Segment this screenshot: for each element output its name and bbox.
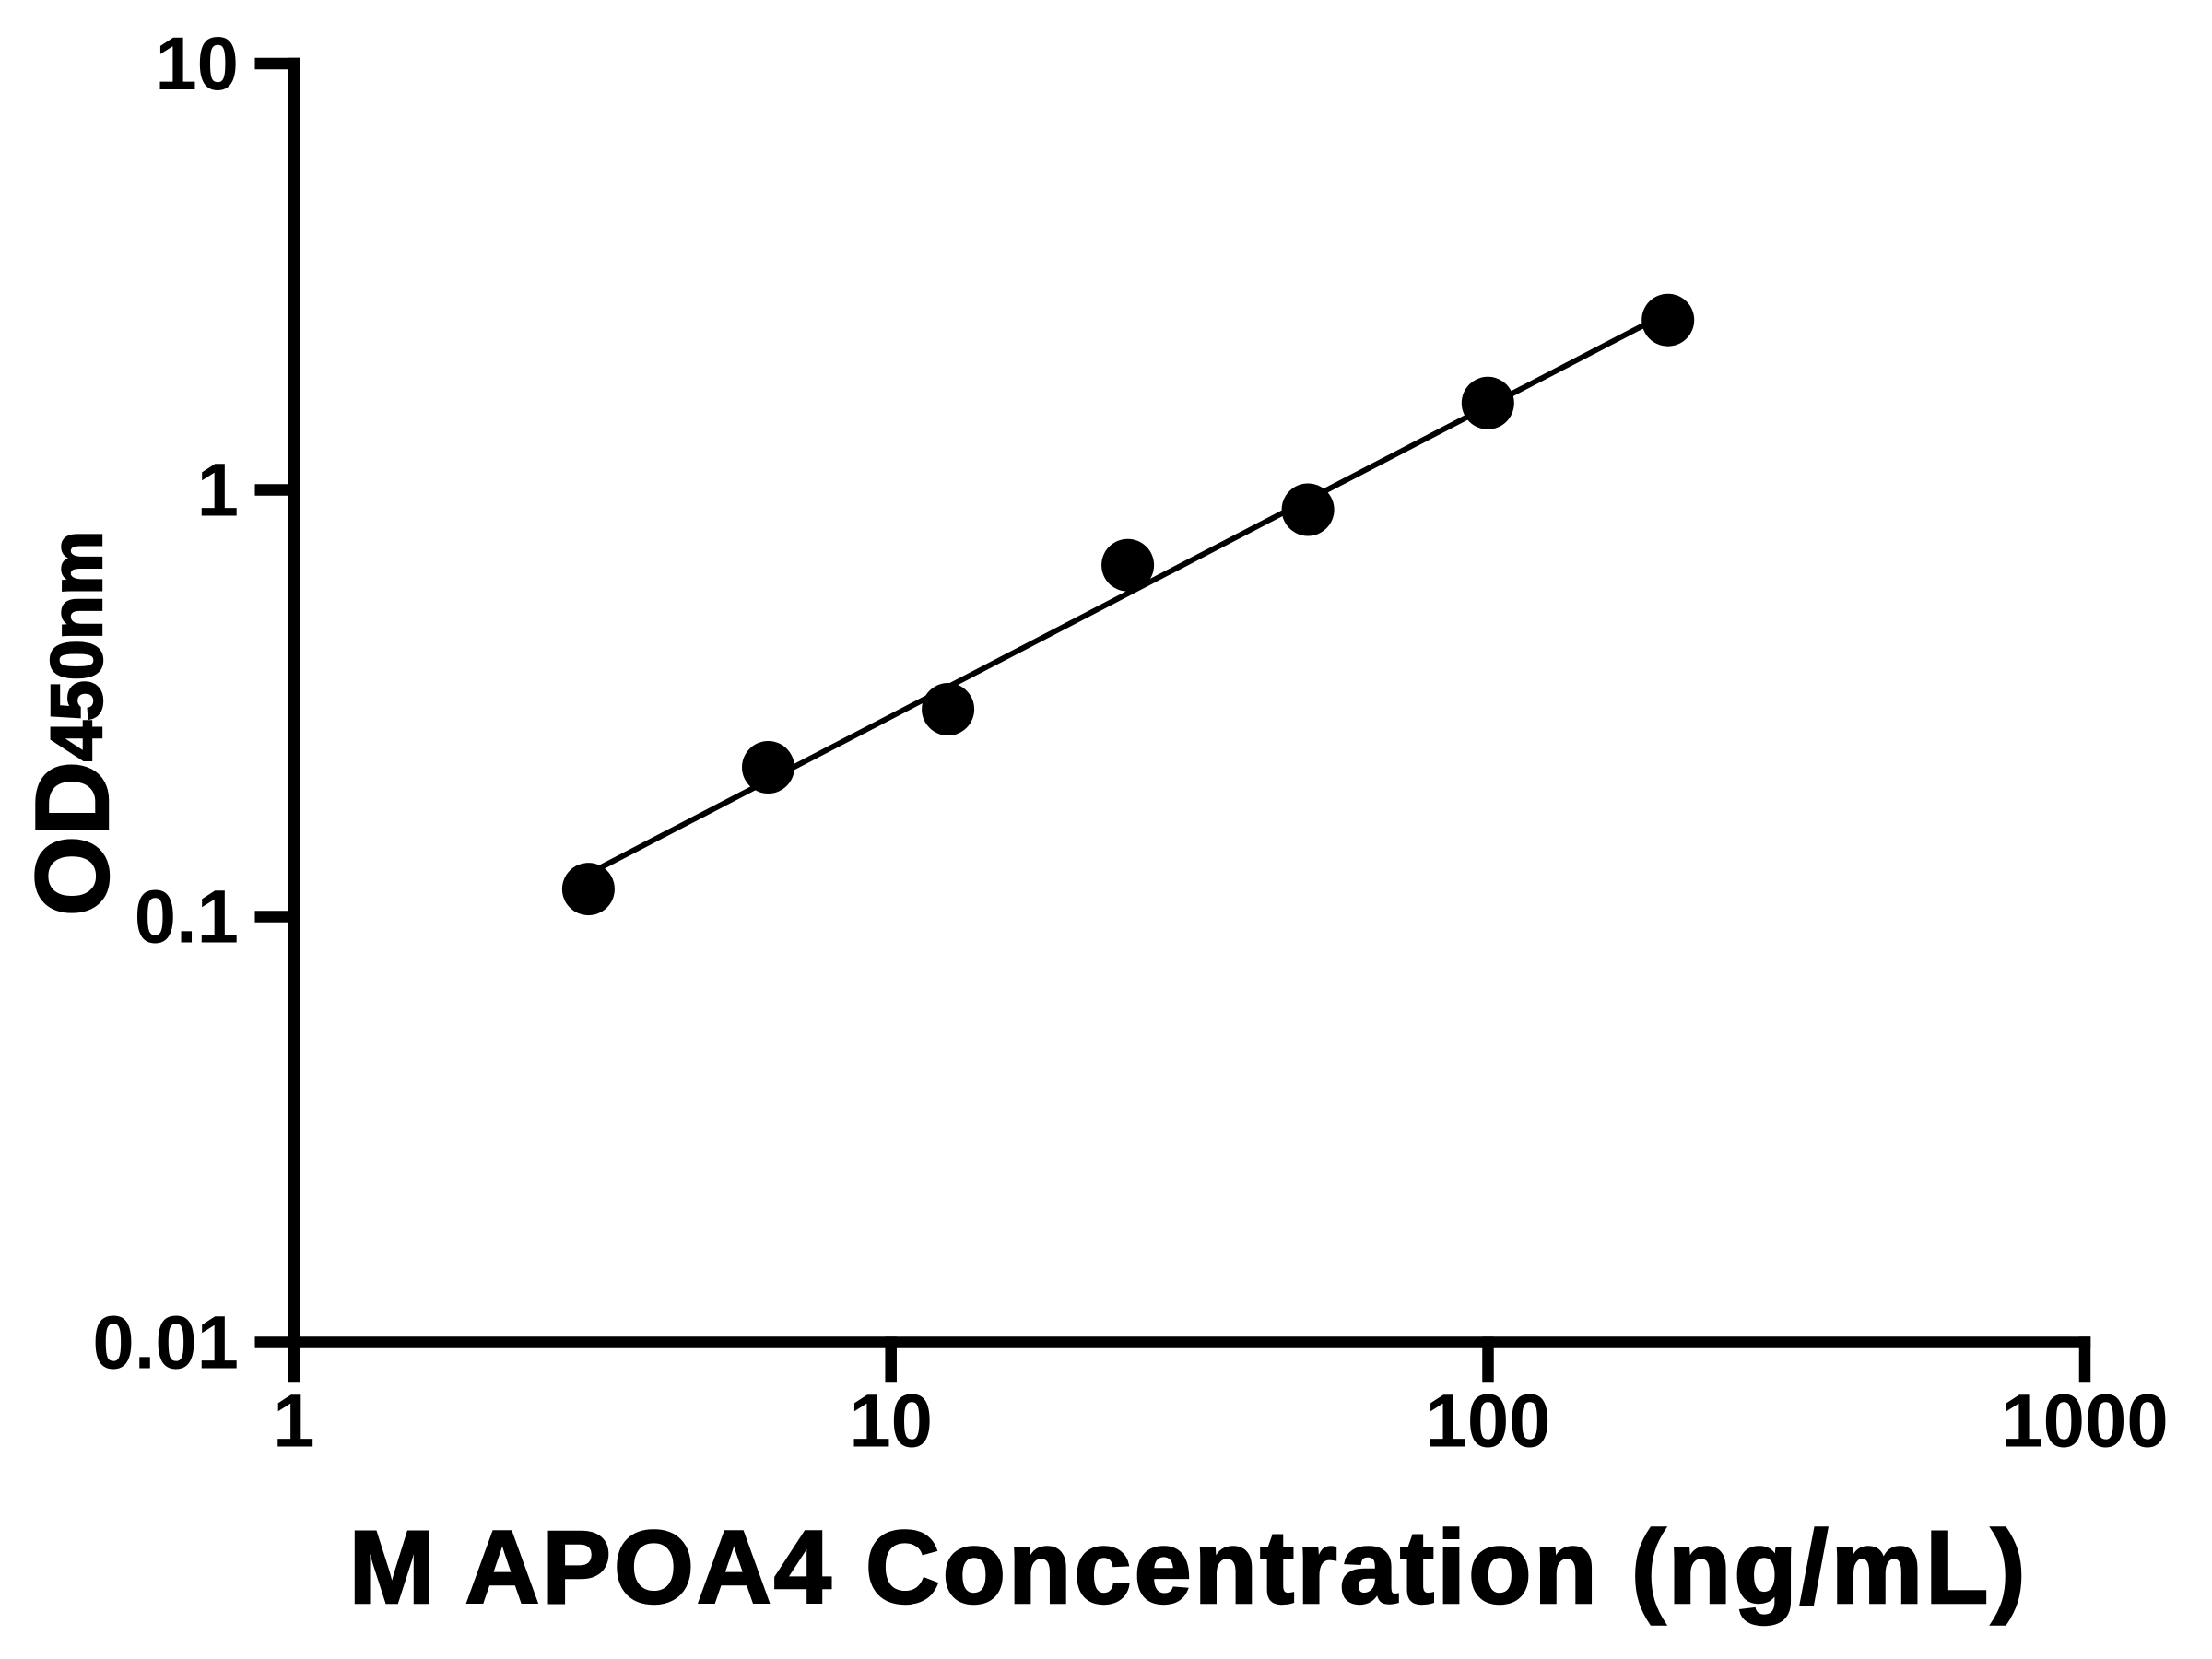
svg-text:1: 1 (197, 449, 239, 533)
svg-text:0.1: 0.1 (135, 876, 239, 959)
svg-text:1: 1 (273, 1380, 314, 1464)
svg-text:10: 10 (155, 22, 239, 106)
svg-text:0.01: 0.01 (92, 1301, 239, 1385)
svg-text:100: 100 (1426, 1380, 1551, 1464)
svg-text:10: 10 (849, 1380, 933, 1464)
svg-text:M APOA4 Concentration (ng/mL): M APOA4 Concentration (ng/mL) (348, 1510, 2028, 1625)
svg-text:1000: 1000 (2001, 1380, 2168, 1464)
